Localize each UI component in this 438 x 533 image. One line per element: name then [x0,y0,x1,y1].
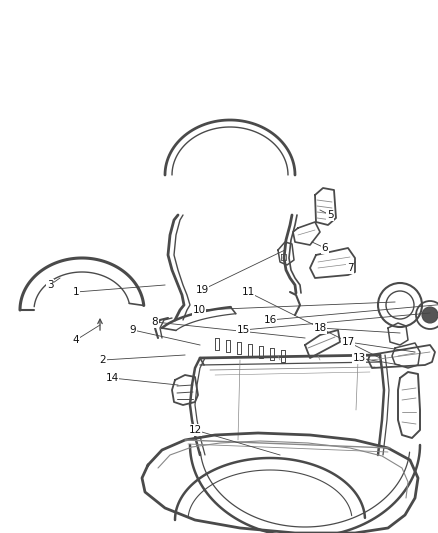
Text: 10: 10 [192,305,205,315]
Text: 19: 19 [195,285,208,295]
Text: 1: 1 [73,287,79,297]
Text: 7: 7 [347,263,353,273]
Text: 9: 9 [130,325,136,335]
Text: 14: 14 [106,373,119,383]
Circle shape [422,307,438,323]
Text: 13: 13 [353,353,366,363]
Text: 12: 12 [188,425,201,435]
Text: 8: 8 [152,317,158,327]
Text: 17: 17 [341,337,355,347]
Text: 11: 11 [241,287,254,297]
Text: 5: 5 [327,210,333,220]
Text: 2: 2 [100,355,106,365]
Text: 6: 6 [321,243,328,253]
Text: 3: 3 [47,280,53,290]
Text: 18: 18 [313,323,327,333]
Text: 4: 4 [73,335,79,345]
Text: 16: 16 [263,315,277,325]
Text: 15: 15 [237,325,250,335]
